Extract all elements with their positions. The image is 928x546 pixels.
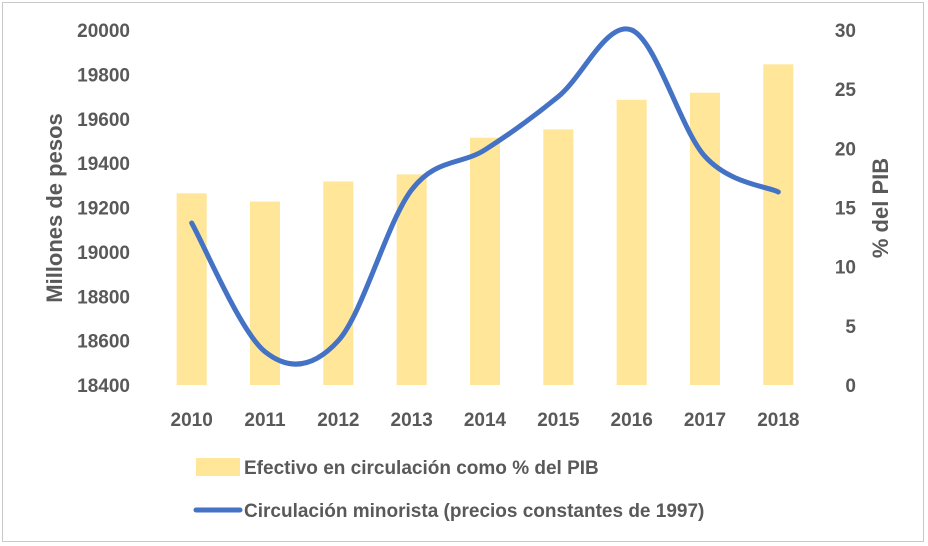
x-tick-2013: 2013 bbox=[391, 410, 433, 431]
right-axis-ticks: 30 25 20 15 10 5 0 bbox=[835, 21, 857, 397]
x-tick-2015: 2015 bbox=[537, 410, 580, 431]
right-tick-10: 10 bbox=[835, 258, 856, 279]
legend-swatch-bars bbox=[196, 458, 240, 476]
line-series-path bbox=[189, 26, 781, 367]
x-tick-2017: 2017 bbox=[684, 410, 726, 431]
right-tick-15: 15 bbox=[835, 199, 857, 220]
bar-2018 bbox=[763, 64, 794, 386]
left-tick-19400: 19400 bbox=[77, 154, 130, 175]
left-axis-title: Millones de pesos bbox=[42, 113, 67, 303]
left-tick-18400: 18400 bbox=[77, 376, 130, 397]
bar-2015 bbox=[543, 129, 574, 385]
legend: Efectivo en circulación como % del PIB C… bbox=[193, 458, 704, 522]
left-tick-18800: 18800 bbox=[77, 287, 130, 308]
x-tick-2012: 2012 bbox=[317, 410, 359, 431]
x-tick-2018: 2018 bbox=[757, 410, 799, 431]
left-tick-19200: 19200 bbox=[77, 199, 130, 220]
left-tick-18600: 18600 bbox=[77, 332, 130, 353]
bar-2014 bbox=[470, 137, 500, 385]
right-tick-30: 30 bbox=[835, 21, 856, 42]
right-axis-title: % del PIB bbox=[868, 158, 893, 258]
left-tick-19800: 19800 bbox=[77, 65, 130, 86]
x-tick-2010: 2010 bbox=[171, 410, 213, 431]
x-tick-2016: 2016 bbox=[611, 410, 653, 431]
legend-label-line: Circulación minorista (precios constante… bbox=[244, 501, 704, 522]
left-axis-ticks: 20000 19800 19600 19400 19200 19000 18800 18600… bbox=[77, 21, 130, 397]
left-tick-20000: 20000 bbox=[77, 21, 130, 42]
x-axis-ticks: 2010 2011 2012 2013 2014 2015 2016 2017 2018 bbox=[171, 410, 800, 431]
legend-label-bars: Efectivo en circulación como % del PIB bbox=[244, 458, 599, 479]
x-tick-2014: 2014 bbox=[464, 410, 507, 431]
right-tick-5: 5 bbox=[845, 317, 856, 338]
left-tick-19000: 19000 bbox=[77, 243, 130, 264]
right-tick-20: 20 bbox=[835, 139, 856, 160]
left-tick-19600: 19600 bbox=[77, 110, 130, 131]
right-tick-25: 25 bbox=[835, 80, 857, 101]
bar-2012 bbox=[323, 181, 354, 385]
bars-group bbox=[176, 64, 794, 386]
bar-2016 bbox=[616, 99, 647, 386]
line-group bbox=[189, 26, 781, 367]
x-tick-2011: 2011 bbox=[244, 410, 286, 431]
right-tick-0: 0 bbox=[845, 376, 856, 397]
